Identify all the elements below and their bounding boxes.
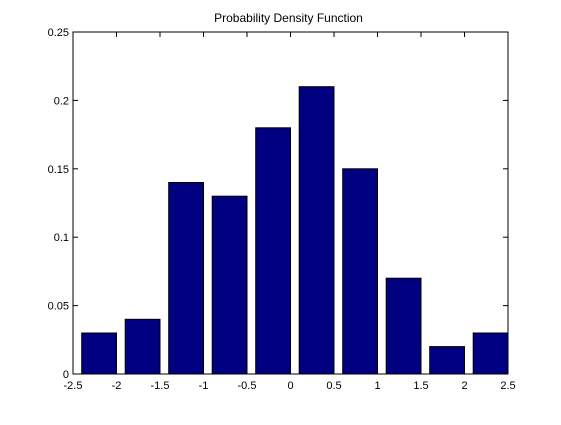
x-tick-label: -0.5: [238, 380, 257, 392]
bar-5: [299, 87, 334, 374]
bar-9: [473, 333, 508, 374]
y-tick-label: 0.2: [54, 95, 69, 107]
x-tick-label: 0.5: [326, 380, 341, 392]
bar-1: [125, 319, 160, 374]
chart-title: Probability Density Function: [214, 11, 363, 25]
bar-6: [343, 169, 378, 374]
x-tick-label: 2: [461, 380, 467, 392]
y-tick-label: 0.1: [54, 232, 69, 244]
x-tick-label: 1: [374, 380, 380, 392]
bar-0: [82, 333, 117, 374]
x-tick-label: 0: [287, 380, 293, 392]
x-tick-label: 1.5: [413, 380, 428, 392]
y-tick-label: 0.15: [48, 164, 69, 176]
x-tick-label: 2.5: [500, 380, 515, 392]
bar-8: [430, 347, 465, 374]
y-tick-label: 0: [63, 369, 69, 381]
y-tick-label: 0.25: [48, 27, 69, 39]
bar-7: [386, 278, 421, 374]
x-tick-label: -1: [199, 380, 209, 392]
x-tick-label: -2.5: [64, 380, 83, 392]
x-tick-label: -1.5: [151, 380, 170, 392]
x-tick-label: -2: [112, 380, 122, 392]
bar-3: [212, 196, 247, 374]
bar-2: [169, 183, 204, 375]
y-tick-label: 0.05: [48, 301, 69, 313]
bar-4: [256, 128, 291, 374]
